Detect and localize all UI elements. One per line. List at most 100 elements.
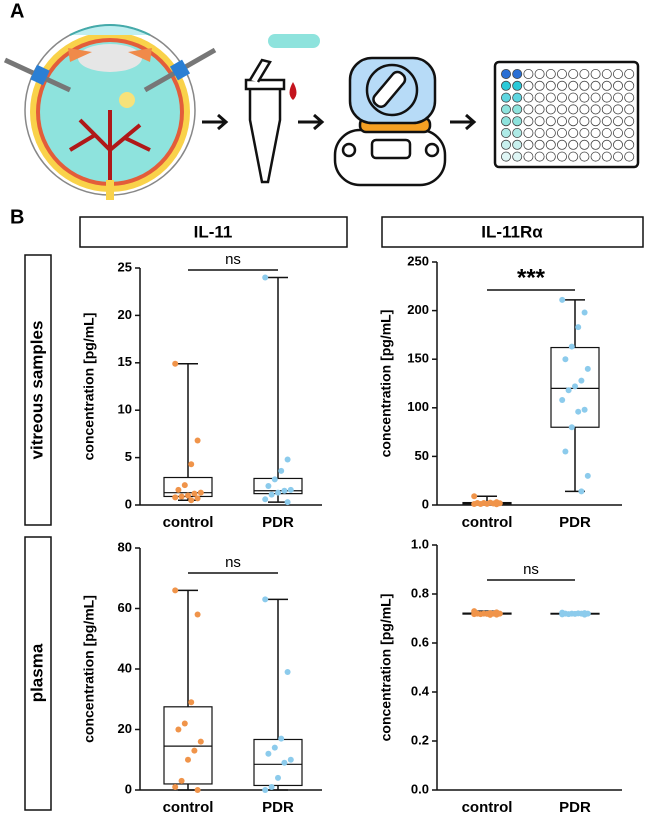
data-point [284, 499, 291, 506]
x-tick-label: control [462, 514, 513, 531]
well [557, 127, 568, 138]
data-point [275, 774, 281, 781]
y-tick-label: 20 [118, 307, 132, 322]
well [613, 127, 624, 138]
well [590, 80, 601, 91]
data-point [562, 448, 569, 455]
well [500, 104, 511, 115]
well [500, 80, 511, 91]
y-tick-label: 0 [125, 496, 132, 511]
well [534, 127, 545, 138]
y-axis-label: concentration [pg/mL] [378, 594, 394, 742]
well [523, 139, 534, 150]
well [545, 116, 556, 127]
well [601, 127, 612, 138]
well [613, 104, 624, 115]
panel-label: B [10, 206, 24, 228]
data-point [477, 611, 484, 618]
data-point [559, 397, 566, 404]
well [590, 92, 601, 103]
column-header-box [79, 216, 348, 248]
data-point [265, 483, 272, 490]
data-point [278, 467, 285, 474]
x-tick-label: PDR [559, 514, 591, 531]
well [579, 139, 590, 150]
data-point [559, 611, 566, 618]
x-tick-label: control [163, 799, 214, 816]
row-header: plasma [27, 643, 46, 702]
y-tick-label: 40 [118, 660, 132, 675]
well [568, 80, 579, 91]
data-point [471, 501, 478, 508]
well [568, 151, 579, 162]
column-header-box [381, 216, 644, 248]
well [557, 69, 568, 80]
well [523, 92, 534, 103]
well [624, 116, 635, 127]
significance-label: ns [225, 554, 241, 571]
data-point [575, 408, 582, 415]
x-tick-label: PDR [559, 799, 591, 816]
data-point [197, 738, 204, 745]
data-point [194, 437, 201, 444]
well [613, 151, 624, 162]
data-point [175, 726, 182, 733]
well [624, 139, 635, 150]
well [590, 127, 601, 138]
data-point [581, 406, 588, 413]
data-point [281, 759, 288, 766]
data-point [471, 611, 478, 618]
data-point [185, 492, 191, 499]
data-point [181, 720, 188, 727]
well [624, 80, 635, 91]
data-point [194, 611, 201, 618]
data-point [172, 783, 179, 790]
data-point [572, 383, 578, 390]
data-point [265, 750, 272, 757]
well [500, 116, 511, 127]
well [568, 104, 579, 115]
data-point [172, 360, 179, 367]
well [512, 104, 523, 115]
data-point [559, 296, 566, 303]
x-tick-label: PDR [262, 799, 294, 816]
data-point [268, 491, 275, 498]
data-point [287, 756, 294, 763]
well [557, 116, 568, 127]
well [500, 151, 511, 162]
y-tick-label: 0 [422, 496, 429, 511]
data-point [284, 456, 291, 463]
well [579, 116, 590, 127]
data-point [191, 747, 198, 754]
well [579, 127, 590, 138]
x-tick-label: control [462, 799, 513, 816]
data-point [572, 610, 578, 617]
well [545, 92, 556, 103]
data-point [278, 735, 285, 742]
well [568, 92, 579, 103]
column-header: IL-11 [194, 222, 233, 241]
well [534, 69, 545, 80]
well [512, 69, 523, 80]
data-point [262, 496, 269, 503]
y-axis-label: concentration [pg/mL] [81, 313, 97, 461]
data-point [262, 596, 269, 603]
well [534, 104, 545, 115]
well [545, 151, 556, 162]
tube-illustration [244, 34, 320, 184]
data-point [562, 356, 569, 363]
well [500, 69, 511, 80]
well [512, 139, 523, 150]
data-point [565, 387, 572, 394]
well [545, 80, 556, 91]
well [624, 127, 635, 138]
well [557, 104, 568, 115]
well [590, 69, 601, 80]
data-point [578, 377, 585, 384]
well [534, 139, 545, 150]
data-point [188, 699, 195, 706]
well [601, 104, 612, 115]
well [534, 80, 545, 91]
well [613, 69, 624, 80]
